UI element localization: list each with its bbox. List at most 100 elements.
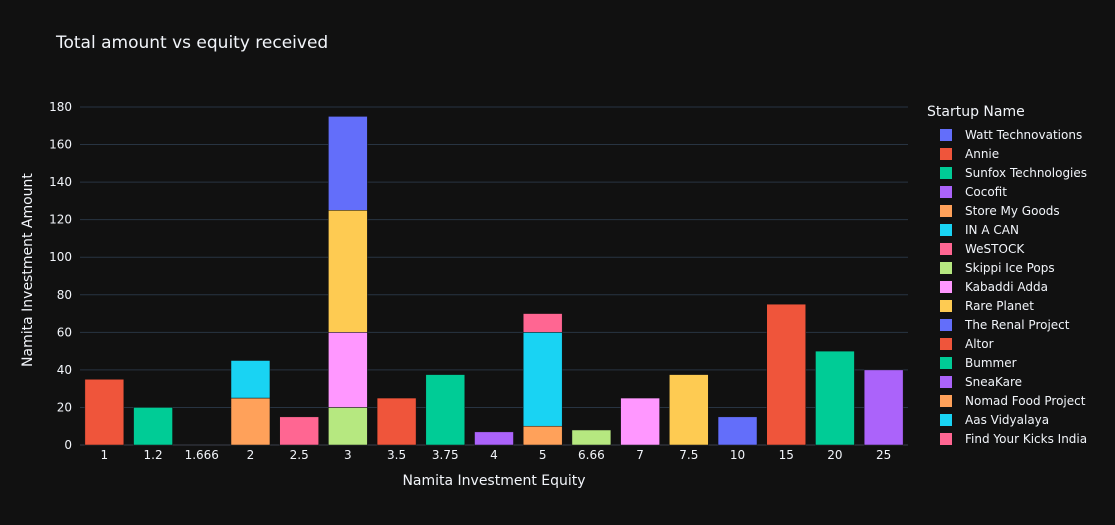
legend-item[interactable]: Annie xyxy=(927,144,1087,163)
bar-segment[interactable] xyxy=(133,407,173,446)
bar-segment[interactable] xyxy=(522,332,563,427)
y-tick-label: 140 xyxy=(49,175,72,189)
legend-swatch xyxy=(940,185,952,198)
legend-swatch xyxy=(940,261,952,274)
y-tick-label: 60 xyxy=(57,325,72,339)
legend-item[interactable]: Skippi Ice Pops xyxy=(927,258,1087,277)
legend-swatch xyxy=(940,147,952,160)
legend-item[interactable]: Bummer xyxy=(927,353,1087,372)
chart-title: Total amount vs equity received xyxy=(56,33,329,53)
y-tick-label: 100 xyxy=(49,250,72,264)
legend-item[interactable]: Nomad Food Project xyxy=(927,391,1087,410)
bars-layer xyxy=(84,116,904,446)
bar-segment[interactable] xyxy=(766,303,806,446)
legend-item[interactable]: WeSTOCK xyxy=(927,239,1087,258)
legend-swatch xyxy=(940,204,952,217)
legend-swatch xyxy=(940,223,952,236)
x-tick-labels: 1 1.2 1.666 2 2.5 3 3.5 3.75 4 5 6.66 7 7.5 10 15 20 25 xyxy=(101,448,892,462)
y-axis-label: Namita Investment Amount xyxy=(20,173,36,367)
bar-segment[interactable] xyxy=(328,332,368,408)
legend-swatch xyxy=(940,432,952,445)
legend-item[interactable]: Find Your Kicks India xyxy=(927,429,1087,448)
legend-label: Skippi Ice Pops xyxy=(965,260,1055,275)
legend-swatch xyxy=(940,394,952,407)
legend-swatch xyxy=(940,299,952,312)
legend-title: Startup Name xyxy=(927,104,1025,120)
legend-label: Sunfox Technologies xyxy=(965,165,1088,180)
x-tick-label: 1 xyxy=(101,448,109,462)
legend-item[interactable]: SneaKare xyxy=(927,372,1087,391)
y-tick-label: 20 xyxy=(57,400,72,414)
legend: Startup Name Watt Technovations Annie Sunf… xyxy=(927,104,1087,448)
bar-segment[interactable] xyxy=(84,379,125,446)
y-tick-label: 40 xyxy=(57,363,72,377)
legend-item[interactable]: IN A CAN xyxy=(927,220,1087,239)
legend-item[interactable]: Kabaddi Adda xyxy=(927,277,1087,296)
bar-segment[interactable] xyxy=(230,360,271,399)
bar-segment[interactable] xyxy=(863,369,904,446)
legend-label: WeSTOCK xyxy=(965,241,1025,256)
legend-label: Watt Technovations xyxy=(965,127,1083,142)
bar-segment[interactable] xyxy=(328,210,368,333)
legend-label: The Renal Project xyxy=(965,317,1070,332)
bar-segment[interactable] xyxy=(376,397,417,446)
legend-swatch xyxy=(940,413,952,426)
bar-segment[interactable] xyxy=(717,416,758,446)
x-tick-label: 7 xyxy=(636,448,644,462)
x-tick-label: 4 xyxy=(490,448,498,462)
legend-swatch xyxy=(940,318,952,331)
legend-swatch xyxy=(940,375,952,388)
legend-swatch xyxy=(940,166,952,179)
legend-label: Kabaddi Adda xyxy=(965,279,1048,294)
bar-segment[interactable] xyxy=(328,116,368,211)
bar-segment[interactable] xyxy=(522,425,563,446)
legend-item[interactable]: Rare Planet xyxy=(927,296,1087,315)
y-tick-labels: 0 20 40 60 80 100 120 140 160 180 xyxy=(49,100,72,452)
legend-swatch xyxy=(940,337,952,350)
legend-item[interactable]: Cocofit xyxy=(927,182,1087,201)
x-tick-label: 6.66 xyxy=(578,448,605,462)
legend-label: Store My Goods xyxy=(965,203,1060,218)
x-axis-label: Namita Investment Equity xyxy=(402,473,585,489)
legend-label: Bummer xyxy=(965,355,1017,370)
x-tick-label: 3.75 xyxy=(432,448,459,462)
bar-segment[interactable] xyxy=(279,416,319,446)
bar-segment[interactable] xyxy=(669,374,709,446)
legend-item[interactable]: Sunfox Technologies xyxy=(927,163,1087,182)
gridlines xyxy=(80,106,908,446)
bar-segment[interactable] xyxy=(328,407,368,446)
legend-label: Altor xyxy=(965,336,994,351)
legend-label: Find Your Kicks India xyxy=(965,431,1088,446)
bar-segment[interactable] xyxy=(230,397,271,446)
legend-swatch xyxy=(940,356,952,369)
x-tick-label: 7.5 xyxy=(679,448,698,462)
legend-label: IN A CAN xyxy=(965,222,1019,237)
y-tick-label: 80 xyxy=(57,288,72,302)
legend-item[interactable]: Watt Technovations xyxy=(927,125,1087,144)
x-tick-label: 10 xyxy=(730,448,745,462)
x-tick-label: 2.5 xyxy=(290,448,309,462)
legend-item[interactable]: Altor xyxy=(927,334,1087,353)
legend-item[interactable]: Aas Vidyalaya xyxy=(927,410,1087,429)
x-tick-label: 20 xyxy=(827,448,842,462)
y-tick-label: 180 xyxy=(49,100,72,114)
x-tick-label: 5 xyxy=(539,448,547,462)
bar-segment[interactable] xyxy=(425,374,466,446)
legend-swatch xyxy=(940,242,952,255)
x-tick-label: 2 xyxy=(247,448,255,462)
bar-segment[interactable] xyxy=(571,429,612,446)
bar-segment[interactable] xyxy=(620,397,660,446)
x-tick-label: 25 xyxy=(876,448,891,462)
legend-items: Watt Technovations Annie Sunfox Technologi… xyxy=(927,125,1087,448)
legend-label: Nomad Food Project xyxy=(965,393,1086,408)
legend-item[interactable]: Store My Goods xyxy=(927,201,1087,220)
x-tick-label: 3 xyxy=(344,448,352,462)
legend-item[interactable]: The Renal Project xyxy=(927,315,1087,334)
bar-segment[interactable] xyxy=(474,431,514,446)
bar-segment[interactable] xyxy=(815,350,855,446)
x-tick-label: 3.5 xyxy=(387,448,406,462)
legend-label: Aas Vidyalaya xyxy=(965,412,1050,427)
bar-segment[interactable] xyxy=(522,313,563,333)
legend-label: Rare Planet xyxy=(965,298,1034,313)
y-tick-label: 160 xyxy=(49,138,72,152)
